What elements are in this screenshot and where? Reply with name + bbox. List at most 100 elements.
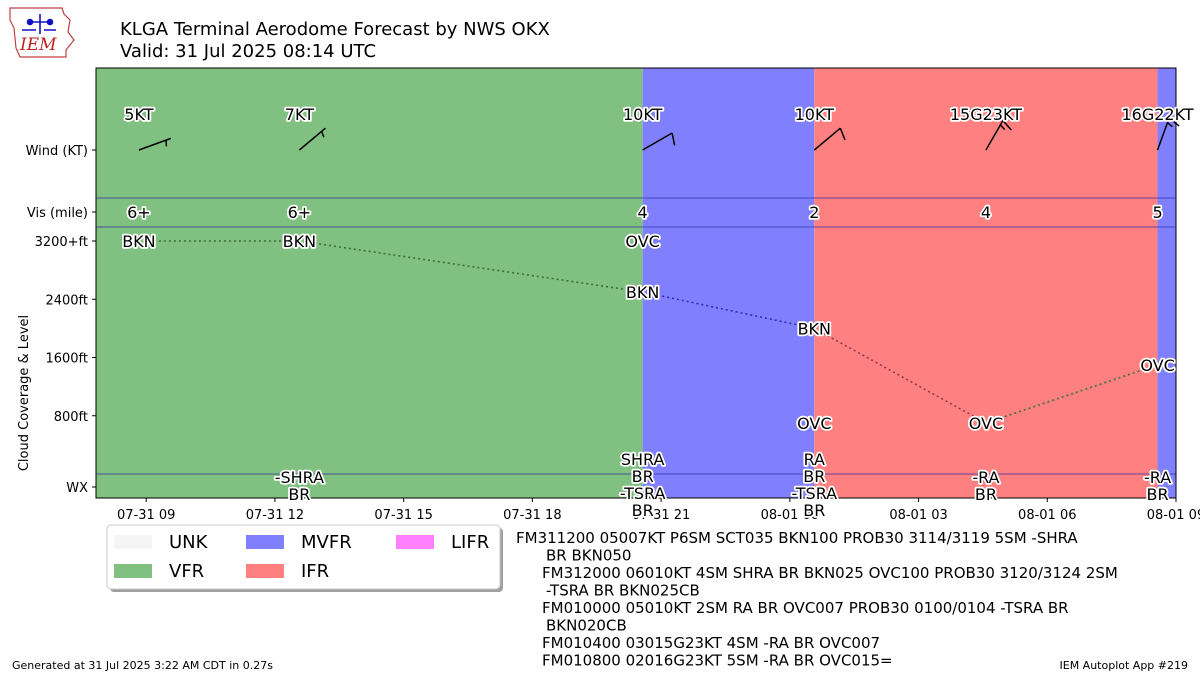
wind-row-label: Wind (KT) xyxy=(26,144,88,159)
cloud-label: BKN xyxy=(122,232,155,251)
wx-label: BR xyxy=(632,501,654,520)
cloud-label: BKN xyxy=(798,319,831,338)
wind-barb-flag xyxy=(1002,120,1012,131)
plot-frame xyxy=(95,67,1177,499)
vis-label: 2 xyxy=(809,203,819,222)
x-tick-label: 08-01 09 xyxy=(1147,508,1200,523)
y-tick-label: 2400ft xyxy=(45,293,88,308)
legend-label: UNK xyxy=(169,532,209,553)
legend: UNK VFR MVFR IFR LIFR xyxy=(106,524,503,592)
taf-line: BKN020CB xyxy=(546,617,627,635)
cloud-label: OVC xyxy=(969,414,1003,433)
app-footer: IEM Autoplot App #219 xyxy=(1060,659,1189,672)
wx-label: -TSRA xyxy=(620,484,666,503)
taf-line: FM010800 02016G23KT 5SM -RA BR OVC015= xyxy=(542,652,893,670)
weather-station-icon xyxy=(22,14,56,34)
y-tick-label: 3200+ft xyxy=(35,235,88,250)
legend-swatch xyxy=(246,535,284,549)
wind-barb-half-flag xyxy=(320,131,325,138)
taf-text-block: FM311200 05007KT P6SM SCT035 BKN100 PROB… xyxy=(516,529,1118,670)
category-band xyxy=(814,68,1158,498)
logo-text: IEM xyxy=(19,35,57,55)
x-tick-label: 08-01 03 xyxy=(889,508,947,523)
x-tick-label: 07-31 09 xyxy=(117,508,175,523)
wx-label: BR xyxy=(1147,485,1169,504)
wx-label: SHRA xyxy=(621,450,665,469)
taf-line: FM312000 06010KT 4SM SHRA BR BKN025 OVC1… xyxy=(542,564,1118,582)
wx-label: BR xyxy=(803,467,825,486)
legend-swatch xyxy=(114,564,152,578)
wx-label: -RA xyxy=(1144,468,1171,487)
wx-row-label: WX xyxy=(66,481,88,496)
x-tick-label: 07-31 12 xyxy=(246,508,304,523)
wx-label: BR xyxy=(803,501,825,520)
cloud-label: BKN xyxy=(626,283,659,302)
wx-label: RA xyxy=(804,450,825,469)
legend-label: IFR xyxy=(301,561,329,582)
wx-label: -RA xyxy=(972,468,999,487)
wind-barb-shaft xyxy=(642,132,673,151)
x-tick-label: 08-01 00 xyxy=(761,508,819,523)
x-tick-label: 07-31 18 xyxy=(503,508,561,523)
wind-label: 16G22KT xyxy=(1121,105,1193,124)
wind-label: 10KT xyxy=(623,105,663,124)
wind-barb xyxy=(813,127,846,151)
iem-logo: IEM xyxy=(9,7,75,58)
legend-label: LIFR xyxy=(451,532,489,553)
legend-swatch xyxy=(114,535,152,549)
category-band xyxy=(642,68,815,498)
chart-title: KLGA Terminal Aerodome Forecast by NWS O… xyxy=(120,19,550,40)
y-tick-label: 1600ft xyxy=(45,352,88,367)
wx-label: BR xyxy=(288,485,310,504)
taf-line: -TSRA BR BKN025CB xyxy=(546,582,700,600)
vis-row-label: Vis (mile) xyxy=(27,206,88,221)
taf-line: FM311200 05007KT P6SM SCT035 BKN100 PROB… xyxy=(516,529,1078,547)
wind-barb xyxy=(138,137,172,151)
wind-barb xyxy=(642,132,676,151)
wind-label: 5KT xyxy=(124,105,153,124)
wind-label: 7KT xyxy=(285,105,314,124)
cloud-label: OVC xyxy=(625,232,659,251)
vis-label: 6+ xyxy=(288,203,312,222)
legend-label: MVFR xyxy=(301,532,352,553)
legend-swatch xyxy=(246,564,284,578)
legend-swatch xyxy=(396,535,434,549)
category-band xyxy=(1157,68,1176,498)
chart-subtitle: Valid: 31 Jul 2025 08:14 UTC xyxy=(120,41,376,62)
x-tick-label: 07-31 21 xyxy=(632,508,690,523)
ceiling-line-segment xyxy=(642,291,815,330)
wind-label: 15G23KT xyxy=(950,105,1022,124)
wx-label: BR xyxy=(975,485,997,504)
cloud-label: BKN xyxy=(283,232,316,251)
wind-barb-shaft xyxy=(813,127,841,151)
y-axis-label: Cloud Coverage & Level xyxy=(17,315,32,471)
wind-barb xyxy=(1156,117,1180,151)
wind-barb-half-flag xyxy=(1167,122,1173,128)
taf-line: FM010000 05010KT 2SM RA BR OVC007 PROB30… xyxy=(542,599,1069,617)
wind-label: 10KT xyxy=(795,105,835,124)
wind-barb-half-flag xyxy=(999,124,1006,131)
y-tick-label: 800ft xyxy=(54,410,88,425)
vis-label: 4 xyxy=(638,203,648,222)
iowa-state-outline-icon xyxy=(9,7,75,58)
generated-footer: Generated at 31 Jul 2025 3:22 AM CDT in … xyxy=(12,659,273,672)
x-tick-label: 08-01 06 xyxy=(1018,508,1076,523)
wind-barb xyxy=(985,120,1012,151)
wx-label: BR xyxy=(632,467,654,486)
wind-barb-flag xyxy=(671,132,676,146)
wind-barb-flag xyxy=(839,127,846,141)
taf-line: FM010400 03015G23KT 4SM -RA BR OVC007 xyxy=(542,634,880,652)
wx-label: -SHRA xyxy=(275,468,324,487)
category-band xyxy=(96,68,643,498)
x-tick-label: 07-31 15 xyxy=(374,508,432,523)
wind-barb-flag xyxy=(1168,117,1180,127)
vis-label: 4 xyxy=(981,203,991,222)
legend-label: VFR xyxy=(169,561,204,582)
cloud-label: OVC xyxy=(797,414,831,433)
taf-line: BR BKN050 xyxy=(546,547,631,565)
wind-barb xyxy=(298,127,326,151)
plot-area: Wind (KT) Vis (mile) WX 800ft 1600ft 2400ft 32… xyxy=(17,67,1200,523)
ceiling-line-segment xyxy=(985,364,1158,424)
vis-label: 5 xyxy=(1152,203,1162,222)
